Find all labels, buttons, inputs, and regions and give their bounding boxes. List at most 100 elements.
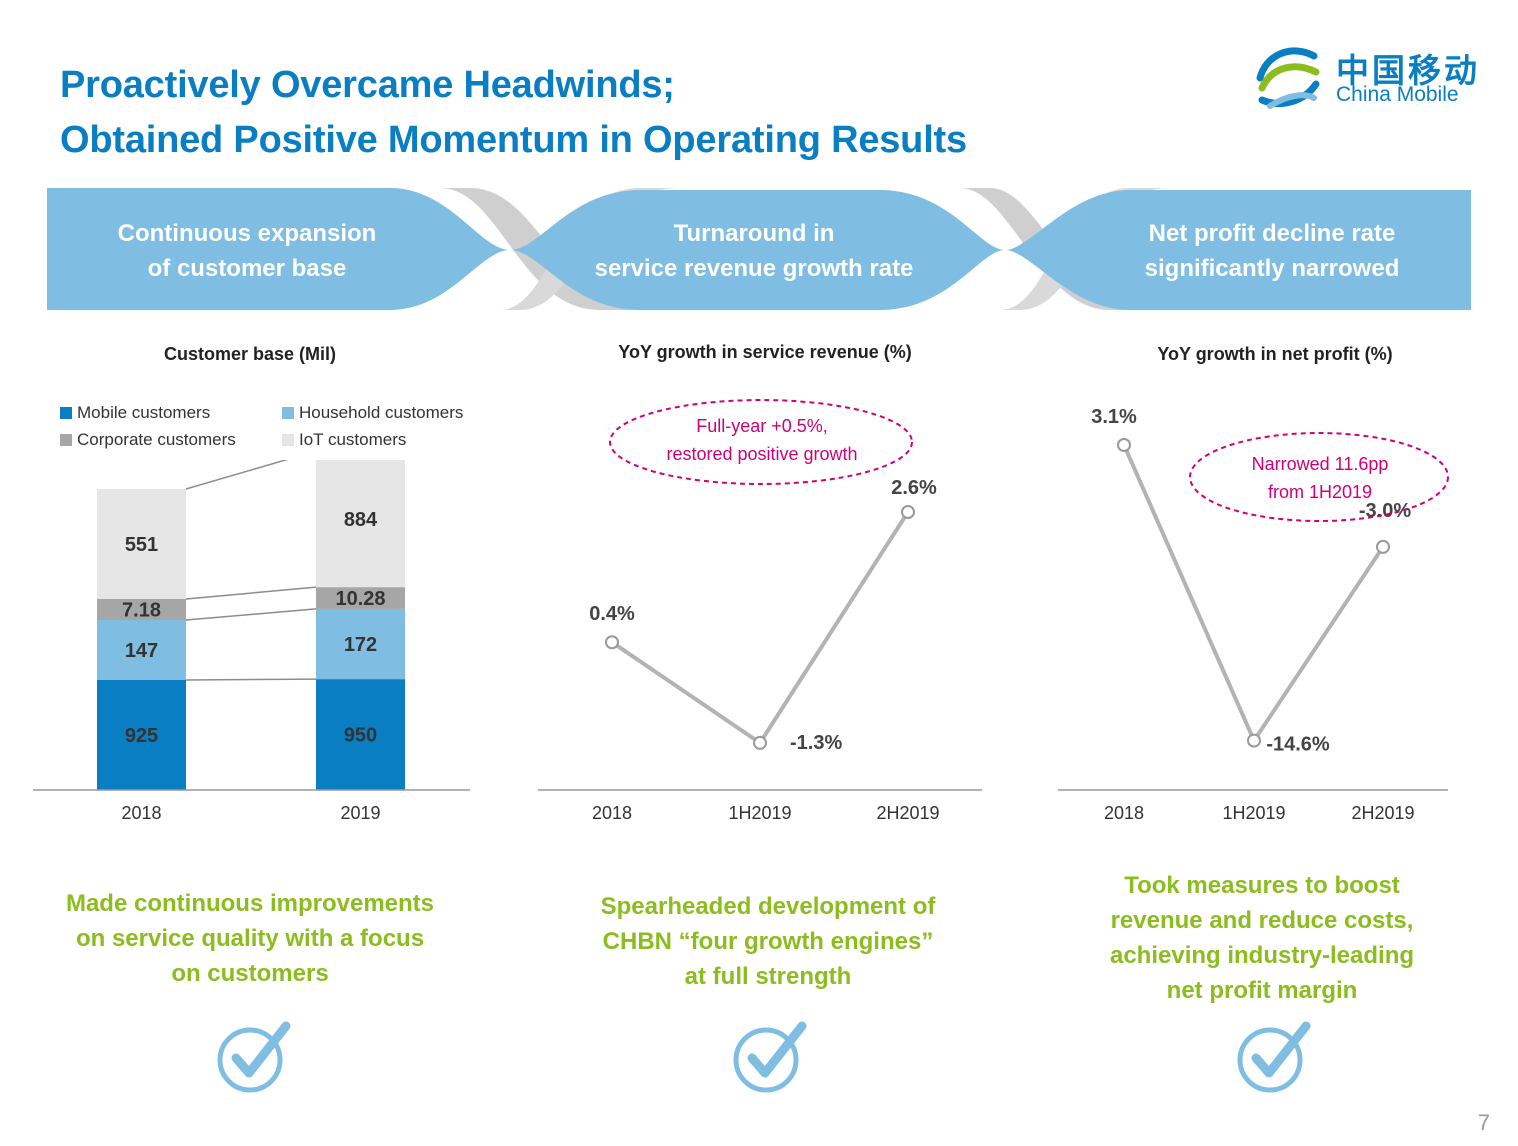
connector-line	[185, 678, 317, 681]
bar-corporate-customers-2018	[97, 599, 186, 620]
data-label: 0.4%	[589, 603, 635, 625]
banner-3-line1: Net profit decline rate	[1148, 220, 1396, 247]
summary-1-line1: Made continuous improvements	[65, 890, 435, 917]
check-circle-icon	[217, 1021, 291, 1093]
banner-1: Continuous expansion of customer base	[37, 216, 457, 286]
legend-item-household: Household customers	[282, 403, 463, 422]
data-label: 147	[125, 640, 158, 662]
connector-line	[185, 586, 317, 600]
data-label: 925	[125, 725, 158, 747]
legend-item-corporate: Corporate customers	[60, 426, 282, 453]
summary-2-line3: at full strength	[684, 963, 852, 990]
chart3-annotation: Narrowed 11.6pp from 1H2019	[1190, 450, 1450, 506]
banner-ribbon	[47, 188, 1471, 310]
china-mobile-logo-icon	[1256, 47, 1320, 109]
bar-household-customers-2019	[316, 608, 405, 680]
series-line	[610, 510, 910, 746]
banner-1-line2: of customer base	[147, 255, 347, 282]
data-point	[1117, 438, 1131, 452]
bar-mobile-customers-2018	[97, 680, 186, 790]
legend-label-corporate: Corporate customers	[77, 430, 236, 449]
data-point	[605, 635, 619, 650]
connector-line	[185, 460, 289, 490]
legend-label-household: Household customers	[299, 403, 464, 422]
summary-2: Spearheaded development of CHBN “four gr…	[548, 889, 988, 994]
x-tick-label: 1H2019	[728, 803, 791, 823]
data-label: 7.18	[122, 600, 161, 622]
bar-iot-customers-2018	[97, 489, 186, 599]
summary-2-line2: CHBN “four growth engines”	[602, 928, 934, 955]
check-circle-icon	[1237, 1021, 1311, 1093]
chart1-title: Customer base (Mil)	[163, 344, 337, 364]
summary-1-line2: on service quality with a focus	[75, 925, 425, 952]
banner-2: Turnaround in service revenue growth rat…	[544, 216, 964, 286]
x-tick-label: 2019	[340, 803, 380, 823]
summary-3-line2: revenue and reduce costs,	[1110, 907, 1414, 934]
bar-iot-customers-2019	[316, 460, 405, 588]
chart3-annotation-line2: from 1H2019	[1267, 482, 1373, 502]
page-title-line1: Proactively Overcame Headwinds;	[60, 64, 675, 106]
summary-3: Took measures to boost revenue and reduc…	[1042, 868, 1482, 1008]
summary-3-line3: achieving industry-leading	[1109, 942, 1415, 969]
chart2-annotation: Full-year +0.5%, restored positive growt…	[612, 412, 912, 468]
legend-swatch-iot	[282, 434, 294, 446]
banner-3-line2: significantly narrowed	[1144, 255, 1400, 282]
data-label: 172	[344, 634, 377, 656]
bar-mobile-customers-2019	[316, 679, 405, 790]
legend-item-iot: IoT customers	[282, 430, 406, 449]
x-tick-label: 2H2019	[1351, 803, 1414, 823]
annotation-ellipse	[609, 399, 913, 485]
summary-2-line1: Spearheaded development of	[600, 893, 936, 920]
banner-2-line2: service revenue growth rate	[594, 255, 914, 282]
summary-3-line1: Took measures to boost	[1124, 872, 1400, 899]
chart2-svg: 0.4% -1.3% 2.6% 2018 1H2019 2H2019	[538, 399, 982, 823]
logo-english: China Mobile	[1336, 83, 1459, 106]
chart1-svg: 925 147 7.18 551 950 172 10.28 884 2018 2019	[33, 460, 470, 823]
chart2-title: YoY growth in service revenue (%)	[618, 342, 912, 362]
data-label: 950	[344, 725, 377, 747]
legend-item-mobile: Mobile customers	[60, 399, 282, 426]
summary-1-line3: on customers	[171, 960, 329, 987]
chart3-annotation-line1: Narrowed 11.6pp	[1251, 454, 1389, 474]
data-label: 884	[344, 509, 378, 531]
data-point	[1376, 539, 1390, 554]
data-point	[753, 735, 767, 750]
connector-line	[185, 608, 317, 621]
data-label: -14.6%	[1266, 734, 1330, 756]
legend-label-mobile: Mobile customers	[77, 403, 211, 422]
bar-household-customers-2018	[97, 620, 186, 680]
banner-1-line1: Continuous expansion	[117, 220, 377, 247]
legend-swatch-mobile	[60, 407, 72, 419]
banner-3: Net profit decline rate significantly na…	[1062, 216, 1482, 286]
data-point	[901, 505, 915, 519]
data-label: -1.3%	[790, 732, 842, 754]
chart3-svg: 3.1%-14.6%-3.0%2018 1H2019 2H2019	[1058, 406, 1449, 823]
x-tick-label: 1H2019	[1222, 803, 1285, 823]
legend-label-iot: IoT customers	[299, 430, 407, 449]
data-label: 551	[125, 534, 158, 556]
x-tick-label: 2018	[121, 803, 161, 823]
legend-swatch-household	[282, 407, 294, 419]
banner-2-line1: Turnaround in	[673, 220, 835, 247]
data-label: 3.1%	[1091, 406, 1137, 428]
x-tick-label: 2H2019	[876, 803, 939, 823]
bar-corporate-customers-2019	[316, 587, 405, 609]
x-tick-label: 2018	[592, 803, 632, 823]
annotation-ellipse	[1189, 432, 1449, 522]
check-circle-icon	[733, 1021, 807, 1093]
logo-chinese: 中国移动	[1336, 52, 1480, 89]
page-title: Proactively Overcame Headwinds; Obtained…	[60, 58, 967, 168]
chart1-legend: Mobile customers Household customers Corp…	[60, 399, 463, 453]
summary-1: Made continuous improvements on service …	[30, 886, 470, 991]
chart2-annotation-line2: restored positive growth	[666, 444, 858, 464]
page-number: 7	[1477, 1110, 1490, 1135]
data-point	[1247, 733, 1261, 748]
page-title-line2: Obtained Positive Momentum in Operating …	[60, 119, 967, 161]
chart3-title: YoY growth in net profit (%)	[1157, 344, 1393, 364]
legend-swatch-corporate	[60, 434, 72, 446]
chart2-annotation-line1: Full-year +0.5%,	[696, 416, 828, 436]
data-label: 10.28	[335, 588, 385, 610]
x-tick-label: 2018	[1104, 803, 1144, 823]
summary-3-line4: net profit margin	[1166, 977, 1358, 1004]
data-label: 2.6%	[891, 477, 937, 499]
